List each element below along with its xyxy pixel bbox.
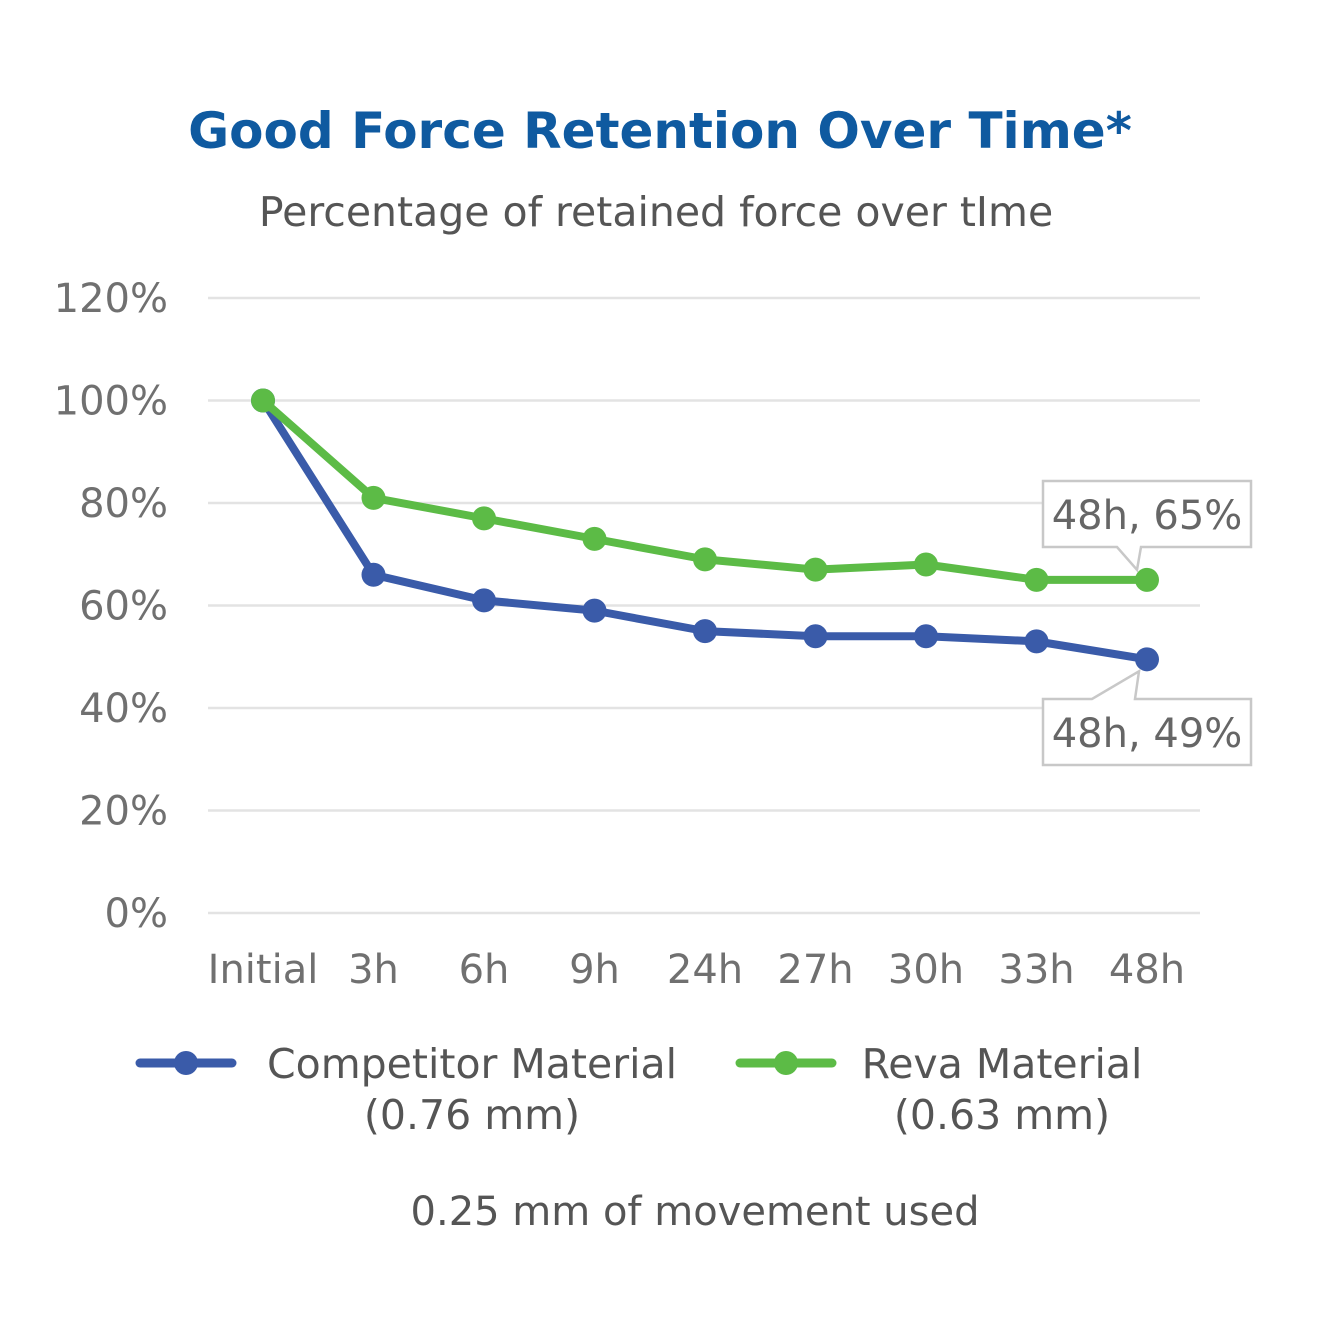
data-point xyxy=(361,485,386,510)
data-point xyxy=(472,588,496,613)
y-tick-label: 80% xyxy=(79,481,168,527)
data-point xyxy=(914,552,938,577)
data-point xyxy=(693,547,717,572)
data-point xyxy=(582,598,607,623)
x-tick-label: 33h xyxy=(998,947,1074,993)
y-tick-label: 40% xyxy=(79,686,168,732)
y-tick-label: 0% xyxy=(105,891,168,937)
y-axis-ticks: 0% 20% 40% 60% 80% 100% 120% xyxy=(54,276,168,937)
footnote: 0.25 mm of movement used xyxy=(411,1189,980,1235)
data-point xyxy=(1135,567,1159,592)
data-point xyxy=(582,526,607,551)
data-point xyxy=(1135,647,1159,672)
chart-title: Good Force Retention Over Time* xyxy=(188,102,1132,160)
gridlines xyxy=(208,296,1200,915)
legend-label: Reva Material xyxy=(862,1040,1143,1088)
data-point xyxy=(472,506,496,531)
legend: Competitor Material(0.76 mm) Reva Materia… xyxy=(135,1040,1143,1139)
y-tick-label: 60% xyxy=(79,584,168,630)
x-tick-label: 24h xyxy=(667,947,743,993)
x-tick-label: 9h xyxy=(569,947,620,993)
callout-box xyxy=(1041,668,1253,767)
legend-label: (0.76 mm) xyxy=(364,1091,580,1139)
chart-subtitle: Percentage of retained force over tIme xyxy=(259,188,1053,236)
x-tick-label: 30h xyxy=(888,947,964,993)
data-point xyxy=(1024,567,1049,592)
x-tick-label: 3h xyxy=(348,947,399,993)
data-point xyxy=(803,624,828,649)
x-tick-label: Initial xyxy=(208,947,319,993)
callout: 48h, 49% xyxy=(1041,668,1253,767)
legend-label: (0.63 mm) xyxy=(894,1091,1110,1139)
legend-marker xyxy=(174,1051,198,1075)
callout-label: 48h, 49% xyxy=(1052,711,1243,757)
annotations: 48h, 65% 48h, 49% xyxy=(1041,479,1253,767)
y-tick-label: 100% xyxy=(54,379,168,425)
y-tick-label: 120% xyxy=(54,276,168,322)
data-point xyxy=(251,388,275,413)
x-tick-label: 27h xyxy=(777,947,853,993)
y-tick-label: 20% xyxy=(79,789,168,835)
callout-label: 48h, 65% xyxy=(1052,493,1243,539)
data-point xyxy=(693,619,717,644)
x-axis-ticks: Initial 3h 6h 9h 24h 27h 30h 33h 48h xyxy=(208,947,1185,993)
data-point xyxy=(1024,629,1049,654)
x-tick-label: 48h xyxy=(1109,947,1185,993)
data-point xyxy=(803,557,828,582)
data-point xyxy=(361,562,386,587)
legend-marker xyxy=(774,1051,798,1075)
legend-label: Competitor Material xyxy=(267,1040,677,1088)
series-lines xyxy=(251,388,1159,672)
legend-item: Reva Material(0.63 mm) xyxy=(735,1040,1143,1139)
callout: 48h, 65% xyxy=(1041,479,1253,573)
legend-item: Competitor Material(0.76 mm) xyxy=(135,1040,677,1139)
x-tick-label: 6h xyxy=(459,947,510,993)
data-point xyxy=(914,624,938,649)
callout-box xyxy=(1041,479,1253,573)
